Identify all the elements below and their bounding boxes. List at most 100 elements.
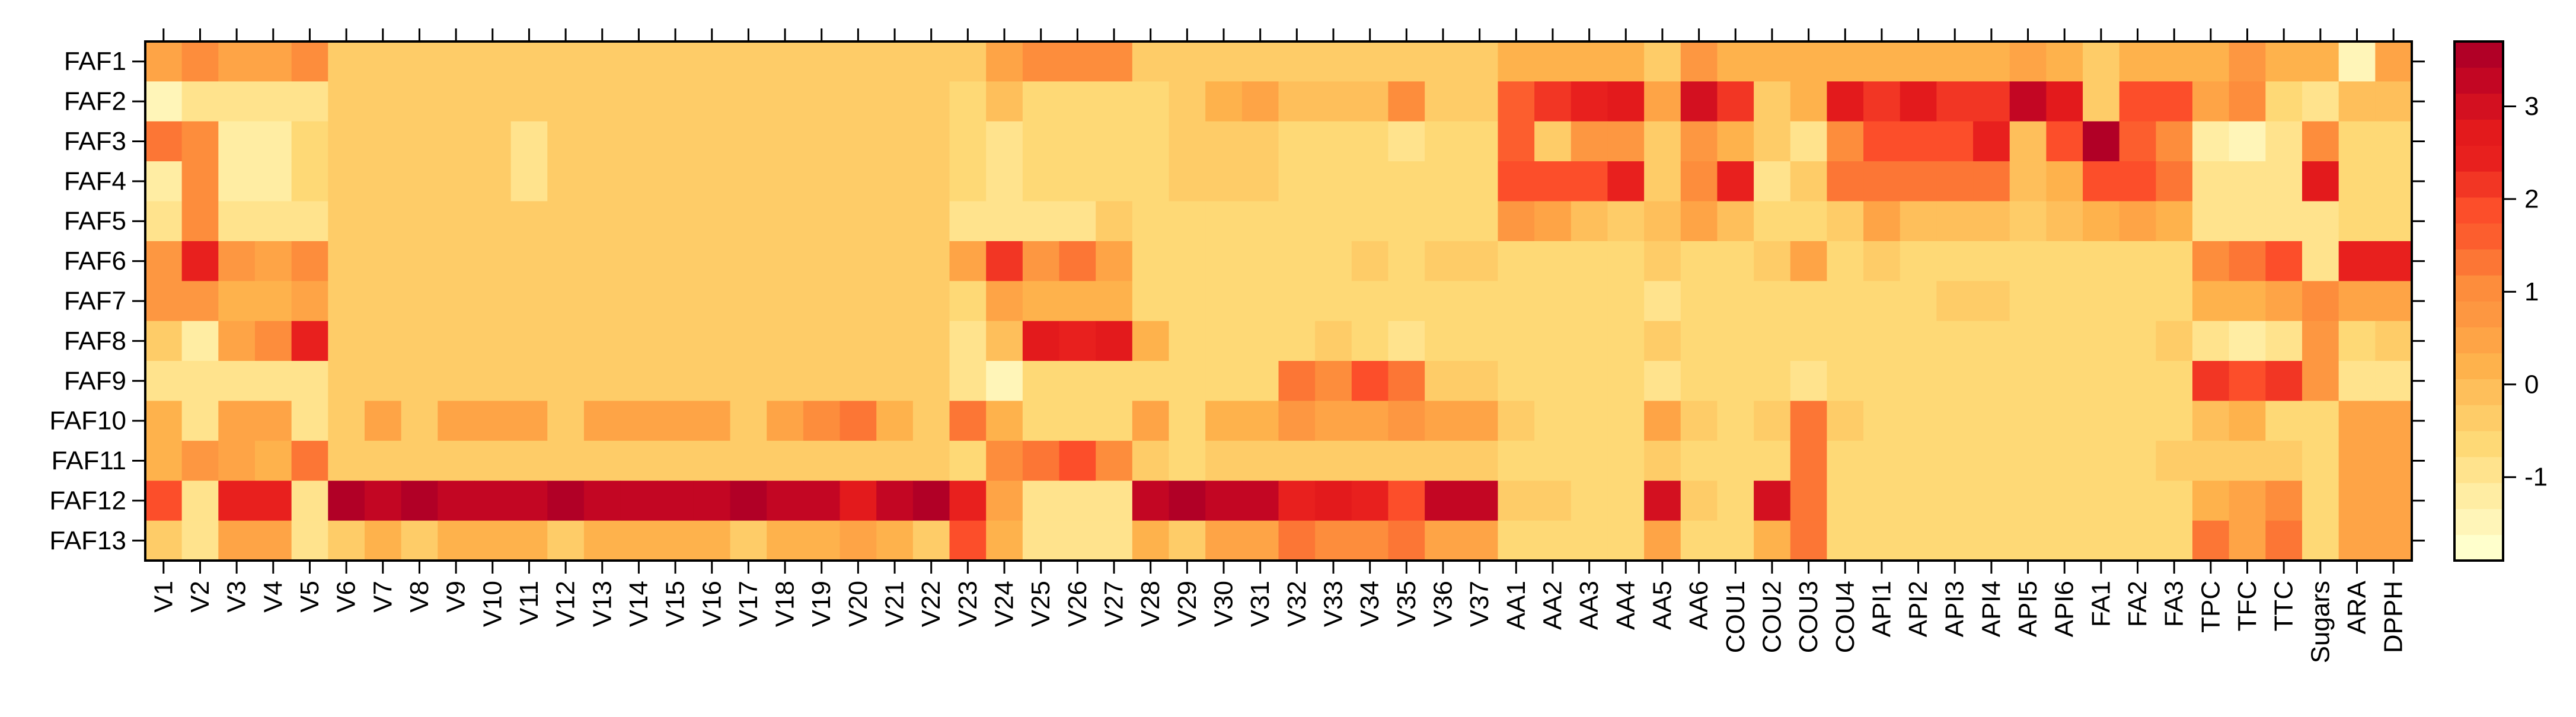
heatmap-cell-FAF5-Sugars [2302,201,2339,242]
heatmap-cell-FAF7-V35 [1388,281,1425,322]
heatmap-cell-FAF10-API6 [2046,401,2083,441]
heatmap-cell-FAF2-V24 [986,81,1023,122]
heatmap-cell-FAF4-V22 [912,161,950,202]
heatmap-cell-FAF9-V14 [620,361,657,402]
heatmap-cell-FAF5-V11 [510,201,548,242]
heatmap-cell-FAF1-V19 [803,41,841,82]
heatmap-cell-FAF5-V21 [876,201,914,242]
heatmap-cell-FAF6-COU4 [1827,241,1864,281]
heatmap-cell-FAF1-TFC [2229,41,2266,82]
heatmap-cell-FAF10-COU4 [1827,401,1864,441]
heatmap-cell-FAF11-V10 [474,440,512,481]
heatmap-cell-FAF11-FA1 [2083,440,2120,481]
heatmap-cell-FAF1-V2 [181,41,219,82]
heatmap-cell-FAF6-V13 [583,241,621,281]
heatmap-cell-FAF7-COU4 [1827,281,1864,322]
heatmap-cell-FAF4-V8 [401,161,438,202]
heatmap-cell-FAF3-V7 [364,121,402,162]
heatmap-cell-FAF13-V32 [1278,520,1316,561]
heatmap-cell-FAF5-V9 [438,201,475,242]
heatmap-cell-FAF4-V29 [1169,161,1206,202]
heatmap-cell-FAF9-AA4 [1607,361,1645,402]
heatmap-cell-FAF13-V10 [474,520,512,561]
heatmap-cell-FAF8-AA2 [1534,321,1572,361]
heatmap-cell-FAF5-V22 [912,201,950,242]
heatmap-cell-FAF2-AA6 [1680,81,1718,122]
heatmap-cell-FAF3-V30 [1205,121,1243,162]
heatmap-cell-FAF1-V25 [1022,41,1060,82]
heatmap-cell-FAF10-FA3 [2156,401,2193,441]
heatmap-cell-FAF2-TPC [2192,81,2230,122]
colorbar-segment [2454,482,2503,509]
heatmap-cell-FAF2-API5 [2009,81,2047,122]
heatmap-cell-FAF13-V1 [145,520,183,561]
heatmap-cell-FAF6-V14 [620,241,657,281]
heatmap-cell-FAF6-V25 [1022,241,1060,281]
heatmap-cell-FAF12-V15 [657,481,694,521]
heatmap-cell-FAF13-API1 [1863,520,1901,561]
heatmap-cell-FAF6-V5 [291,241,328,281]
heatmap-cell-FAF5-V24 [986,201,1023,242]
column-label-AA5: AA5 [1648,581,1677,630]
heatmap-cell-FAF10-V32 [1278,401,1316,441]
heatmap-cell-FAF5-API6 [2046,201,2083,242]
heatmap-cell-FAF2-V9 [438,81,475,122]
heatmap-cell-FAF6-V27 [1096,241,1133,281]
heatmap-cell-FAF5-V28 [1132,201,1170,242]
column-label-V28: V28 [1136,581,1165,627]
heatmap-cell-FAF8-FA1 [2083,321,2120,361]
heatmap-cell-FAF7-V26 [1059,281,1096,322]
heatmap-cell-FAF2-V27 [1096,81,1133,122]
heatmap-cell-FAF5-V15 [657,201,694,242]
heatmap-cell-FAF8-V22 [912,321,950,361]
heatmap-cell-FAF11-V6 [328,440,365,481]
column-label-V26: V26 [1063,581,1092,627]
heatmap-cell-FAF6-API4 [1973,241,2010,281]
heatmap-cell-FAF4-V26 [1059,161,1096,202]
heatmap-cell-FAF5-V7 [364,201,402,242]
heatmap-cell-FAF3-V18 [767,121,804,162]
heatmap-cell-FAF11-AA4 [1607,440,1645,481]
heatmap-cell-FAF11-V17 [730,440,767,481]
heatmap-cell-FAF6-V15 [657,241,694,281]
heatmap-cell-FAF11-V7 [364,440,402,481]
heatmap-cell-FAF8-V12 [547,321,585,361]
heatmap-cell-FAF1-V11 [510,41,548,82]
column-label-V27: V27 [1100,581,1129,627]
heatmap-cell-FAF10-V22 [912,401,950,441]
heatmap-cell-FAF13-V6 [328,520,365,561]
column-label-V4: V4 [258,581,288,613]
heatmap-cell-FAF5-V6 [328,201,365,242]
heatmap-cell-FAF4-FA3 [2156,161,2193,202]
heatmap-cell-FAF6-Sugars [2302,241,2339,281]
heatmap-cell-FAF2-V4 [254,81,292,122]
heatmap-cell-FAF3-AA4 [1607,121,1645,162]
column-label-V32: V32 [1282,581,1311,627]
heatmap-cell-FAF5-AA4 [1607,201,1645,242]
heatmap-cell-FAF3-AA5 [1644,121,1681,162]
column-label-V35: V35 [1392,581,1421,627]
heatmap-cell-FAF13-V15 [657,520,694,561]
heatmap-cell-FAF12-V24 [986,481,1023,521]
heatmap-cell-FAF2-V37 [1461,81,1499,122]
heatmap-cell-FAF1-V35 [1388,41,1425,82]
heatmap-cell-FAF4-V35 [1388,161,1425,202]
heatmap-cell-FAF2-V11 [510,81,548,122]
column-label-V1: V1 [149,581,178,613]
heatmap-cell-FAF7-V22 [912,281,950,322]
heatmap-cell-FAF6-FA3 [2156,241,2193,281]
heatmap-cell-FAF5-V4 [254,201,292,242]
heatmap-cell-FAF1-AA2 [1534,41,1572,82]
heatmap-cell-FAF5-V29 [1169,201,1206,242]
heatmap-cell-FAF13-AA1 [1498,520,1535,561]
colorbar-segment [2454,41,2503,68]
heatmap-cell-FAF5-V36 [1425,201,1462,242]
heatmap-cell-FAF5-API5 [2009,201,2047,242]
heatmap-cell-FAF6-V12 [547,241,585,281]
heatmap-cell-FAF4-V14 [620,161,657,202]
heatmap-cell-FAF2-API4 [1973,81,2010,122]
heatmap-cell-FAF9-Sugars [2302,361,2339,402]
heatmap-cell-FAF12-V30 [1205,481,1243,521]
heatmap-cell-FAF11-AA3 [1571,440,1608,481]
heatmap-cell-FAF12-API4 [1973,481,2010,521]
